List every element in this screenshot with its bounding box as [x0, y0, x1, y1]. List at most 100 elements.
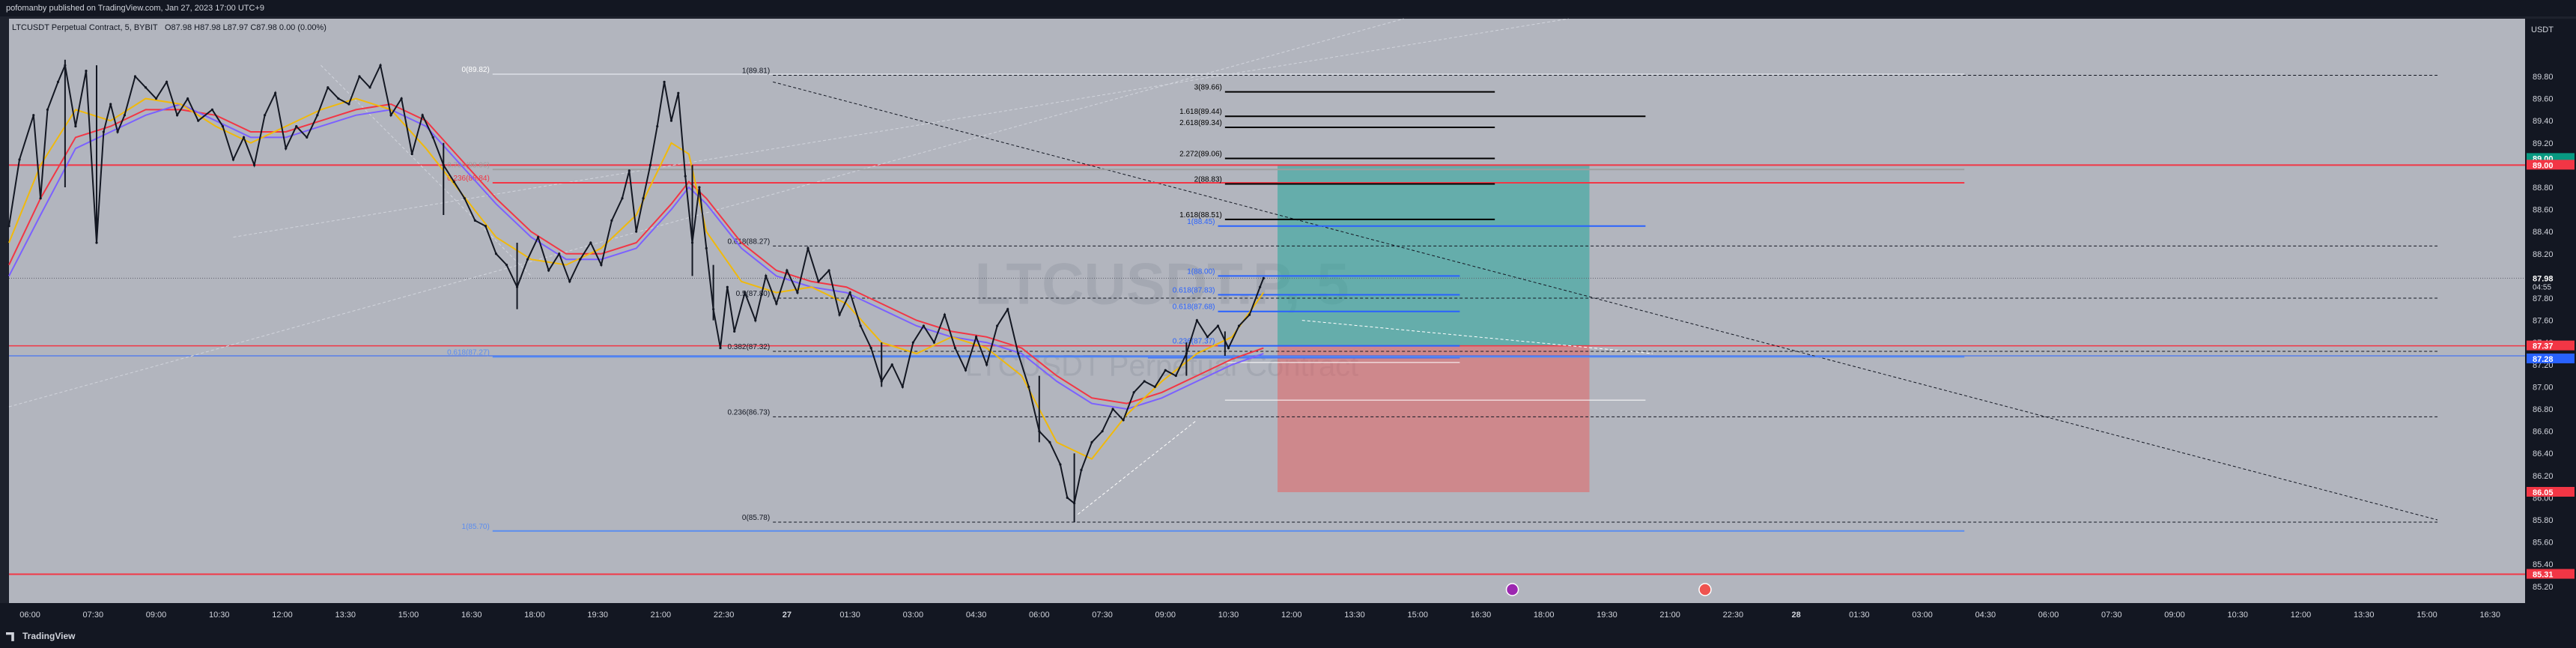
trend-line-2	[773, 81, 2438, 521]
x-tick-label-19: 10:30	[1218, 611, 1239, 620]
price-point-1	[18, 158, 21, 161]
fib-left-level-label-0: 0(89.82)	[462, 66, 490, 74]
price-point-63	[642, 197, 645, 200]
y-tick-label-3: 89.20	[2533, 139, 2554, 148]
price-point-99	[974, 336, 978, 339]
ohlc-header: O87.98 H87.98 L87.97 C87.98 0.00 (0.00%)	[165, 23, 326, 32]
price-point-107	[1059, 463, 1062, 466]
x-tick-label-38: 15:00	[2416, 611, 2437, 620]
fib-ext-black-level-label-4: 2(88.83)	[1194, 176, 1222, 184]
fib-left-level-label-1: 0.786(88.96)	[447, 161, 490, 169]
price-point-44	[452, 180, 455, 184]
x-tick-label-5: 13:30	[335, 611, 356, 620]
price-point-45	[463, 197, 466, 200]
price-point-59	[610, 219, 613, 222]
price-tag-countdown-2: 04:55	[2533, 283, 2551, 291]
fib-main-level-label-1: 0.618(88.27)	[727, 237, 770, 246]
price-point-71	[698, 186, 701, 189]
price-point-124	[1227, 346, 1230, 350]
price-point-125	[1237, 324, 1241, 327]
price-point-49	[505, 263, 508, 267]
x-tick-label-37: 13:30	[2354, 611, 2375, 620]
price-tag-1: 89.00	[2533, 161, 2554, 170]
y-tick-label-2: 89.40	[2533, 117, 2554, 126]
y-tick-label-22: 85.40	[2533, 560, 2554, 569]
price-point-123	[1216, 324, 1220, 327]
price-point-96	[943, 313, 947, 316]
fib-main-level-label-5: 0(85.78)	[742, 514, 770, 522]
price-point-111	[1090, 440, 1093, 443]
price-point-81	[786, 269, 789, 272]
price-point-62	[635, 230, 638, 233]
price-tag-3: 87.37	[2533, 342, 2554, 351]
price-point-28	[285, 147, 288, 150]
price-point-12	[116, 130, 119, 133]
price-point-36	[368, 86, 371, 89]
price-point-33	[337, 97, 340, 100]
price-point-56	[579, 258, 582, 261]
price-point-16	[154, 97, 158, 100]
price-point-89	[869, 346, 872, 350]
price-point-118	[1164, 369, 1167, 372]
x-tick-label-32: 06:00	[2038, 611, 2059, 620]
price-point-25	[252, 163, 256, 166]
y-tick-label-15: 86.80	[2533, 405, 2554, 414]
y-tick-label-7: 88.40	[2533, 228, 2554, 237]
fib-main-level-label-2: 0.5(87.80)	[736, 290, 771, 298]
price-point-54	[558, 252, 561, 255]
price-point-22	[221, 124, 225, 128]
y-tick-label-6: 88.60	[2533, 206, 2554, 215]
x-tick-label-3: 10:30	[209, 611, 230, 620]
x-tick-label-33: 07:30	[2101, 611, 2122, 620]
fib-ext-black-level-label-3: 2.272(89.06)	[1179, 150, 1222, 158]
price-point-121	[1195, 318, 1199, 322]
price-point-85	[827, 269, 830, 272]
price-point-77	[744, 291, 747, 294]
price-point-47	[484, 225, 487, 228]
price-point-46	[473, 219, 476, 222]
price-point-119	[1174, 374, 1177, 378]
price-point-42	[431, 136, 434, 139]
price-point-86	[838, 313, 841, 316]
y-tick-label-14: 87.00	[2533, 383, 2554, 392]
price-tag-4: 87.28	[2533, 355, 2554, 364]
x-tick-label-21: 13:30	[1344, 611, 1365, 620]
x-tick-label-13: 01:30	[839, 611, 860, 620]
x-tick-label-11: 22:30	[714, 611, 735, 620]
price-point-65	[656, 124, 659, 128]
price-point-128	[1262, 276, 1265, 279]
price-point-5	[56, 80, 60, 83]
price-tag-5: 86.05	[2533, 488, 2554, 497]
price-axis-background	[2525, 19, 2576, 603]
event-marker-1	[1698, 583, 1712, 596]
event-marker-0	[1505, 583, 1519, 596]
fib-main-level-label-0: 1(89.81)	[742, 67, 770, 75]
price-point-60	[621, 197, 624, 200]
x-tick-label-20: 12:00	[1281, 611, 1302, 620]
price-point-87	[848, 291, 851, 294]
price-point-92	[901, 385, 904, 388]
fib-ext-blue-level-label-4: 0.236(87.37)	[1173, 338, 1215, 346]
position-loss-zone	[1278, 345, 1590, 492]
price-point-32	[326, 86, 329, 89]
y-tick-label-8: 88.20	[2533, 250, 2554, 259]
price-point-24	[242, 136, 246, 139]
x-tick-label-27: 22:30	[1723, 611, 1744, 620]
price-tag-6: 85.31	[2533, 571, 2554, 580]
price-point-8	[85, 69, 88, 73]
y-tick-label-16: 86.60	[2533, 428, 2554, 437]
price-point-104	[1027, 385, 1030, 388]
price-point-4	[46, 108, 49, 111]
price-point-53	[547, 269, 550, 272]
fib-ext-blue-level-label-2: 0.618(87.83)	[1173, 287, 1215, 295]
price-point-26	[264, 114, 267, 117]
price-tag-bg-3	[2527, 340, 2575, 351]
price-point-79	[765, 274, 768, 277]
price-point-82	[796, 291, 799, 294]
x-tick-label-10: 21:00	[651, 611, 672, 620]
trend-line-4	[1077, 420, 1197, 515]
fib-ext-black-level-label-1: 1.618(89.44)	[1179, 108, 1222, 116]
price-tag-bg-2	[2527, 273, 2575, 291]
x-tick-label-25: 19:30	[1597, 611, 1617, 620]
